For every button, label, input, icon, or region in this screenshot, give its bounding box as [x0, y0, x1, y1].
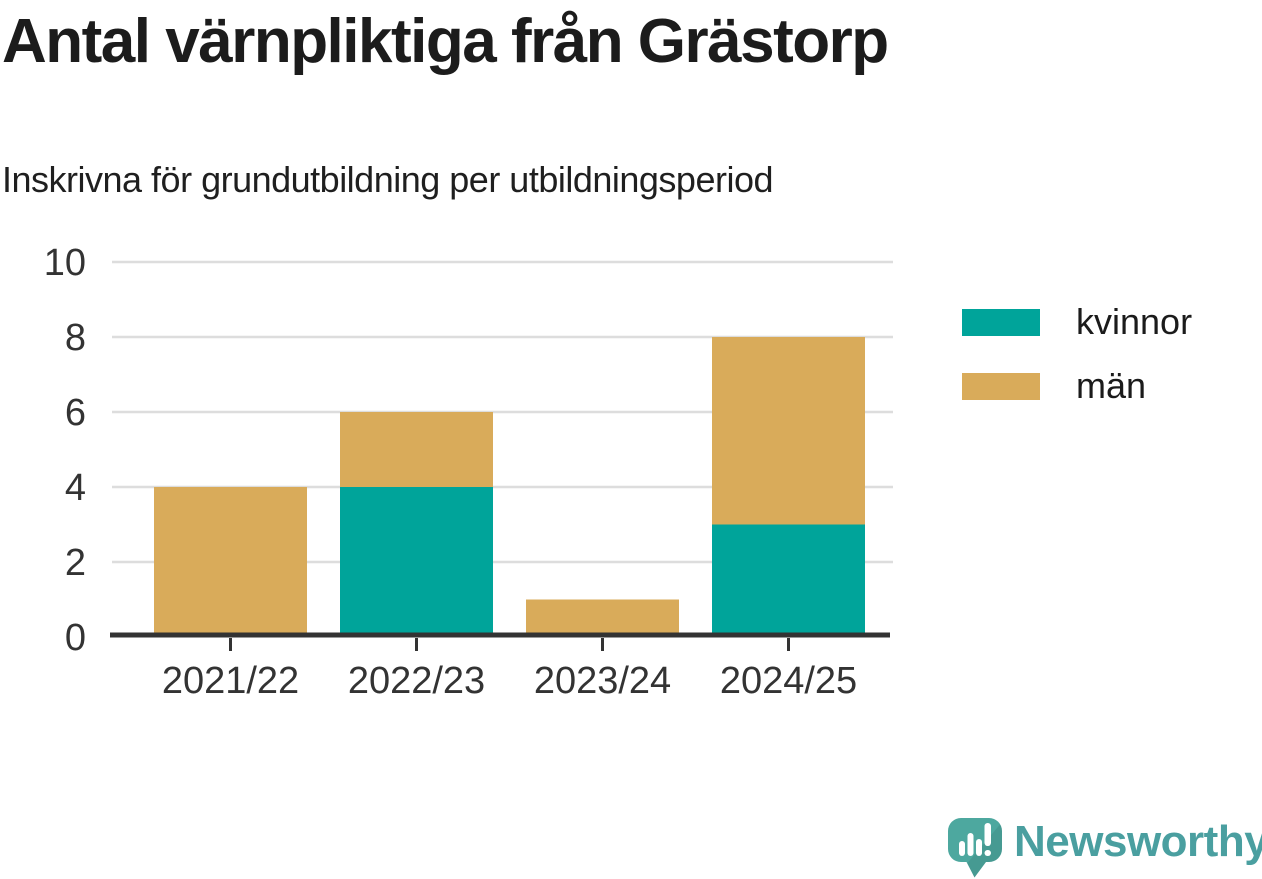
legend-item-kvinnor: kvinnor — [962, 304, 1192, 340]
bar-segment-män-2023/24 — [526, 599, 679, 637]
chart-subtitle: Inskrivna för grundutbildning per utbild… — [2, 159, 774, 200]
legend-swatch-kvinnor — [962, 308, 1040, 336]
chart-legend: kvinnor män — [962, 304, 1192, 404]
bar-segment-män-2024/25 — [712, 337, 865, 525]
page-title: Antal värnpliktiga från Grästorp — [2, 7, 889, 76]
y-tick-label-8: 8 — [65, 317, 86, 359]
bar-segment-män-2021/22 — [154, 487, 307, 637]
logo-bar-1 — [959, 841, 965, 856]
logo-exclamation-bar — [984, 823, 991, 846]
y-tick-label-0: 0 — [65, 617, 86, 659]
legend-label-man: män — [1076, 365, 1147, 406]
stacked-bar-chart: 2021/22 2022/23 2023/24 2024/25 0 2 4 6 8 10 — [44, 242, 893, 702]
bar-segment-män-2022/23 — [340, 412, 493, 487]
bar-segment-kvinnor-2024/25 — [712, 524, 865, 637]
x-tick-label-2021/22: 2021/22 — [162, 660, 299, 702]
logo-bar-3 — [976, 839, 982, 856]
logo-bar-2 — [967, 833, 974, 856]
y-tick-label-10: 10 — [44, 242, 86, 284]
legend-item-man: män — [962, 368, 1192, 404]
y-tick-label-2: 2 — [65, 542, 86, 584]
y-tick-label-4: 4 — [65, 467, 86, 509]
x-tick-label-2022/23: 2022/23 — [348, 660, 485, 702]
x-tick-label-2024/25: 2024/25 — [720, 660, 857, 702]
legend-swatch-man — [962, 372, 1040, 400]
bar-segment-kvinnor-2022/23 — [340, 487, 493, 637]
y-tick-label-6: 6 — [65, 392, 86, 434]
newsworthy-logo-icon — [948, 818, 1002, 878]
logo-exclamation-dot — [984, 850, 991, 856]
brand-name: Newsworthy — [1014, 817, 1262, 866]
newsworthy-logo: Newsworthy — [948, 818, 1262, 879]
x-tick-label-2023/24: 2023/24 — [534, 660, 671, 702]
legend-label-kvinnor: kvinnor — [1076, 301, 1193, 342]
